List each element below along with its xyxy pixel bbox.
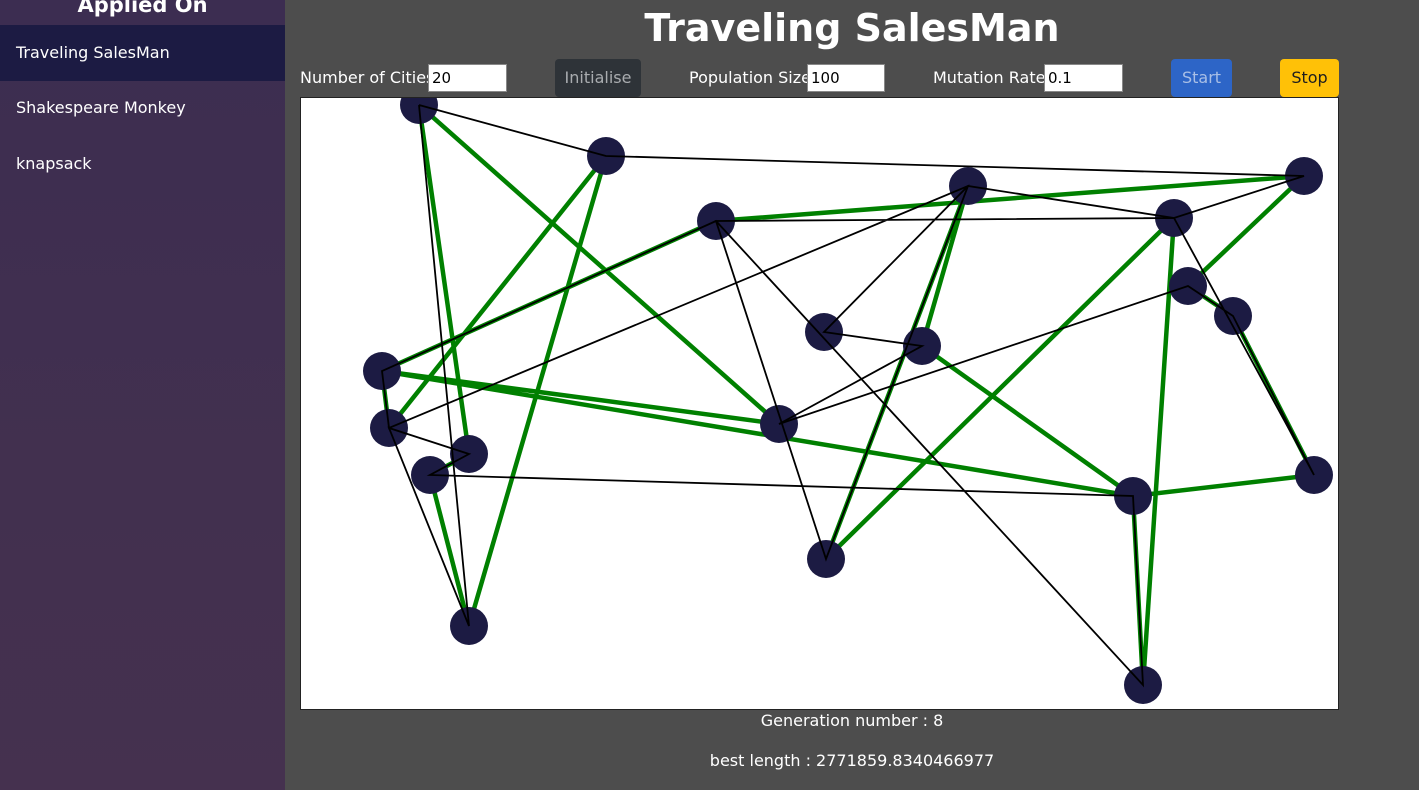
cities-label: Number of Cities : bbox=[300, 68, 445, 87]
sidebar-item-traveling-salesman[interactable]: Traveling SalesMan bbox=[0, 25, 285, 81]
cities-input[interactable] bbox=[428, 64, 507, 92]
best-length-text: best length : 2771859.8340466977 bbox=[709, 751, 995, 770]
initialise-button[interactable]: Initialise bbox=[555, 59, 641, 97]
mutation-label: Mutation Rate : bbox=[933, 68, 1056, 87]
tsp-canvas bbox=[300, 97, 1339, 710]
stop-button[interactable]: Stop bbox=[1280, 59, 1339, 97]
best-path bbox=[379, 103, 1318, 686]
population-input[interactable] bbox=[807, 64, 885, 92]
page-title: Traveling SalesMan bbox=[644, 6, 1060, 50]
current-path bbox=[381, 104, 1315, 688]
mutation-input[interactable] bbox=[1044, 64, 1123, 92]
tsp-drawing bbox=[363, 98, 1333, 704]
sidebar-item-shakespeare-monkey[interactable]: Shakespeare Monkey bbox=[16, 98, 186, 117]
sidebar: Applied On Traveling SalesMan Shakespear… bbox=[0, 0, 285, 790]
generation-text: Generation number : 8 bbox=[760, 711, 944, 730]
start-button[interactable]: Start bbox=[1171, 59, 1232, 97]
population-label: Population Size : bbox=[689, 68, 822, 87]
sidebar-heading: Applied On bbox=[77, 0, 208, 17]
sidebar-item-knapsack[interactable]: knapsack bbox=[16, 154, 92, 173]
